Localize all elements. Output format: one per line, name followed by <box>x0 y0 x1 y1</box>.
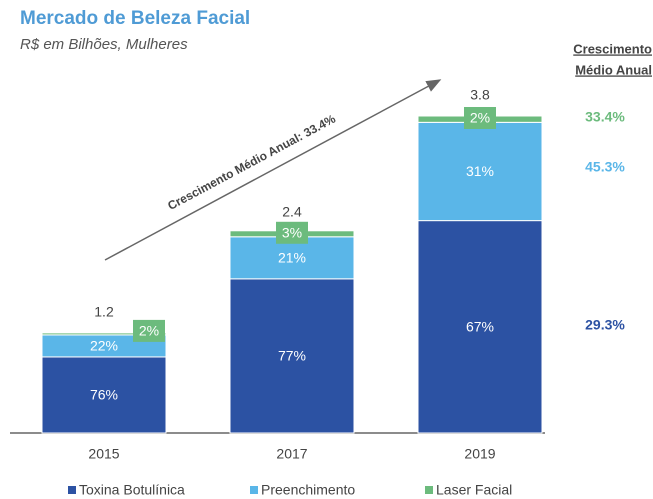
segment-label: 31% <box>466 163 494 179</box>
segment-label: 2% <box>139 323 159 339</box>
arrow-annotation: Crescimento Médio Anual: 33.4% <box>165 111 338 212</box>
legend-label: Preenchimento <box>261 482 355 498</box>
label-box <box>276 221 308 244</box>
bar-segment <box>229 236 355 280</box>
x-tick-label: 2015 <box>88 446 119 462</box>
legend-label: Toxina Botulínica <box>79 482 185 498</box>
legend-swatch <box>68 486 76 494</box>
total-label: 1.2 <box>94 304 114 320</box>
growth-header: Médio Anual <box>575 62 652 77</box>
segment-label: 22% <box>90 338 118 354</box>
x-tick-label: 2019 <box>464 446 495 462</box>
segment-label: 3% <box>282 224 302 240</box>
x-tick-label: 2017 <box>276 446 307 462</box>
segment-label: 77% <box>278 348 306 364</box>
total-label: 3.8 <box>470 87 490 103</box>
growth-header: Crescimento <box>573 41 652 56</box>
legend-swatch <box>250 486 258 494</box>
bar-segment <box>41 332 167 336</box>
chart-subtitle: R$ em Bilhões, Mulheres <box>20 36 188 53</box>
label-box <box>133 319 165 342</box>
growth-label: 33.4% <box>585 109 625 125</box>
growth-arrow <box>104 79 442 261</box>
growth-label: 45.3% <box>585 159 625 175</box>
segment-label: 21% <box>278 250 306 266</box>
bar-segment <box>417 121 543 222</box>
segment-label: 67% <box>466 319 494 335</box>
legend-swatch <box>425 486 433 494</box>
chart-title: Mercado de Beleza Facial <box>20 8 250 29</box>
segment-label: 2% <box>470 110 490 126</box>
label-box <box>464 107 496 129</box>
growth-label: 29.3% <box>585 317 625 333</box>
total-label: 2.4 <box>282 203 302 219</box>
legend-label: Laser Facial <box>436 482 512 498</box>
bar-segment <box>417 220 543 434</box>
bar-segment <box>229 278 355 434</box>
segment-label: 76% <box>90 387 118 403</box>
bar-segment <box>41 356 167 434</box>
